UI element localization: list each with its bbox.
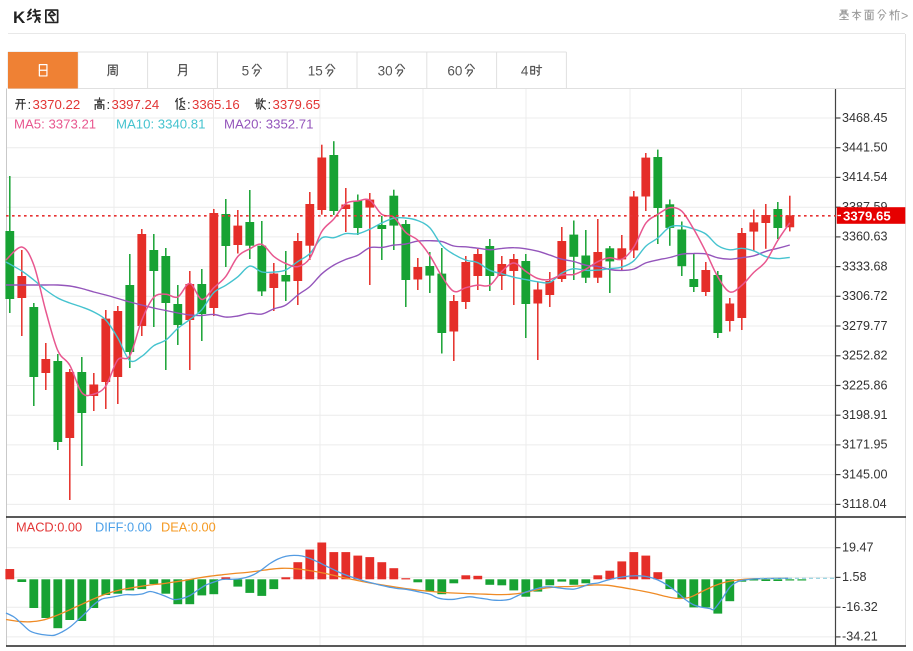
svg-text::: :: [107, 97, 111, 112]
svg-text::: :: [187, 97, 191, 112]
svg-text:3414.54: 3414.54: [842, 170, 888, 184]
svg-text:4: 4: [521, 64, 529, 79]
svg-text:DEA:0.00: DEA:0.00: [161, 520, 216, 535]
svg-text:1.58: 1.58: [842, 570, 867, 584]
svg-text:3252.82: 3252.82: [842, 349, 888, 363]
svg-text:15: 15: [308, 64, 323, 79]
svg-text:>: >: [901, 9, 908, 23]
svg-text:3370.22: 3370.22: [33, 97, 81, 112]
svg-text:3279.77: 3279.77: [842, 319, 888, 333]
svg-text:3306.72: 3306.72: [842, 289, 888, 303]
svg-text:-16.32: -16.32: [842, 600, 878, 614]
svg-text:3468.45: 3468.45: [842, 111, 888, 125]
svg-text:MACD:0.00: MACD:0.00: [16, 520, 82, 535]
svg-text:60: 60: [447, 64, 462, 79]
svg-text:3379.65: 3379.65: [843, 208, 891, 223]
svg-text:MA5: 3373.21: MA5: 3373.21: [14, 117, 96, 132]
svg-text:3397.24: 3397.24: [112, 97, 160, 112]
svg-text:MA20: 3352.71: MA20: 3352.71: [224, 117, 313, 132]
svg-text:3145.00: 3145.00: [842, 467, 888, 481]
svg-text:3333.68: 3333.68: [842, 259, 888, 273]
svg-text::: :: [268, 97, 272, 112]
svg-text:MA10: 3340.81: MA10: 3340.81: [116, 117, 205, 132]
svg-text:3198.91: 3198.91: [842, 408, 888, 422]
svg-text:3118.04: 3118.04: [842, 497, 887, 511]
svg-text:3360.63: 3360.63: [842, 230, 888, 244]
svg-text:-34.21: -34.21: [842, 630, 878, 644]
svg-text:3365.16: 3365.16: [192, 97, 240, 112]
svg-text:3225.86: 3225.86: [842, 378, 888, 392]
svg-text:3171.95: 3171.95: [842, 438, 888, 452]
svg-text:5: 5: [242, 64, 250, 79]
svg-text:30: 30: [378, 64, 393, 79]
svg-text:3379.65: 3379.65: [273, 97, 321, 112]
svg-text:3441.50: 3441.50: [842, 141, 888, 155]
svg-text:K: K: [13, 8, 26, 27]
svg-text::: :: [28, 97, 32, 112]
svg-text:19.47: 19.47: [842, 541, 874, 555]
svg-text:DIFF:0.00: DIFF:0.00: [95, 520, 152, 535]
